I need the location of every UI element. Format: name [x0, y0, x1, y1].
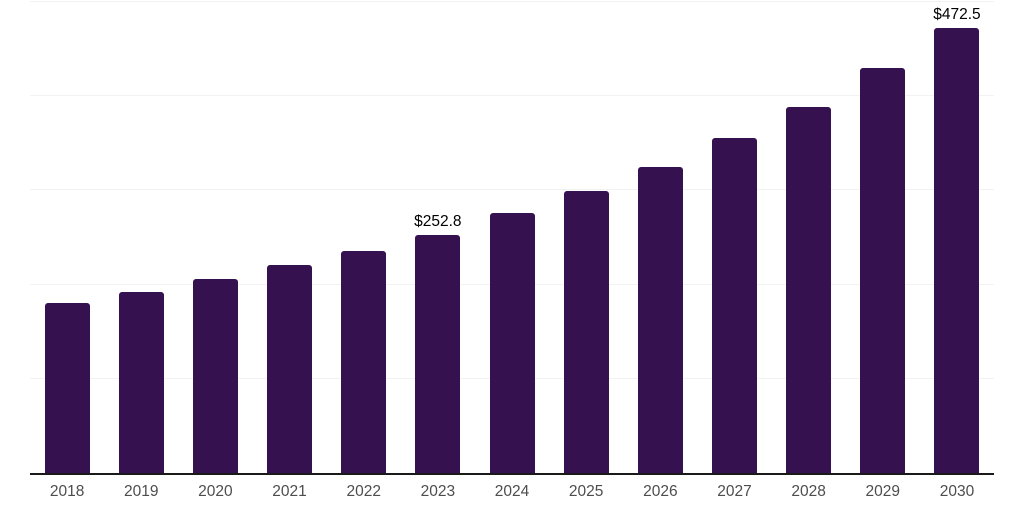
x-tick-label-2030: 2030 [939, 483, 975, 500]
gridline-400 [30, 95, 994, 97]
x-tick-label-2019: 2019 [123, 483, 159, 500]
bar-2023: $252.8 [414, 214, 462, 473]
x-tick-label-2025: 2025 [568, 483, 604, 500]
x-tick-label-2023: 2023 [420, 483, 456, 500]
x-tick-label-2018: 2018 [49, 483, 85, 500]
bar-2018 [44, 302, 90, 473]
x-tick-label-2024: 2024 [494, 483, 530, 500]
bar-2024 [489, 213, 535, 473]
bar-2025 [563, 191, 609, 473]
x-tick-label-2020: 2020 [198, 483, 233, 500]
x-tick-label-2021: 2021 [272, 483, 307, 500]
data-label-2023: $252.8 [414, 213, 462, 231]
bar-band-2018 [30, 2, 104, 473]
bars-container: $252.8 $472.5 [30, 2, 994, 473]
bar-2021 [267, 265, 313, 473]
bar-band-2025 [549, 2, 623, 473]
bar-2030: $472.5 [933, 7, 981, 473]
bar-band-2024 [475, 2, 549, 473]
x-tick-label-2022: 2022 [346, 483, 381, 500]
x-axis-labels: 2018 2019 2020 2021 2022 2023 2024 2025 2026 2027… [30, 483, 994, 502]
bar-band-2019 [104, 2, 178, 473]
bar-band-2030: $472.5 [920, 2, 994, 473]
gridline-300 [30, 189, 994, 191]
bar-2027 [711, 138, 757, 473]
bar-2020 [192, 279, 238, 473]
bar-2028 [786, 106, 832, 473]
bar-band-2022 [327, 2, 401, 473]
x-tick-label-2027: 2027 [717, 483, 752, 500]
x-tick-label-2026: 2026 [643, 483, 678, 500]
bar-band-2023: $252.8 [401, 2, 475, 473]
bar-2026 [637, 167, 683, 473]
x-tick-label-2028: 2028 [791, 483, 826, 500]
bar-2022 [341, 251, 387, 473]
bar-band-2028 [772, 2, 846, 473]
bar-band-2029 [846, 2, 920, 473]
bar-2019 [118, 292, 164, 473]
gridline-500 [30, 1, 994, 2]
bar-2029 [860, 68, 906, 473]
x-tick-label-2029: 2029 [865, 483, 901, 500]
bar-band-2026 [623, 2, 697, 473]
bar-band-2020 [178, 2, 252, 473]
bar-band-2021 [252, 2, 326, 473]
data-label-2030: $472.5 [933, 6, 981, 24]
bar-band-2027 [697, 2, 771, 473]
plot-area: $252.8 $472.5 [30, 1, 994, 475]
